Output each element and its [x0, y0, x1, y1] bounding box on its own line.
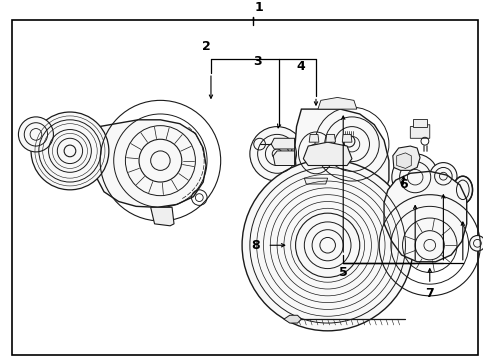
Polygon shape: [410, 125, 430, 138]
Text: 6: 6: [399, 178, 408, 191]
Circle shape: [430, 163, 457, 190]
Polygon shape: [92, 120, 206, 207]
Text: 3: 3: [253, 55, 262, 68]
Polygon shape: [393, 146, 420, 170]
Text: 8: 8: [251, 239, 260, 252]
Text: 7: 7: [425, 287, 434, 300]
Text: 5: 5: [339, 266, 347, 279]
Polygon shape: [294, 109, 389, 213]
Text: 2: 2: [202, 40, 211, 53]
Polygon shape: [413, 119, 427, 127]
Text: 4: 4: [296, 60, 305, 73]
Ellipse shape: [453, 176, 472, 203]
Polygon shape: [384, 171, 466, 262]
Polygon shape: [150, 207, 174, 226]
Text: 1: 1: [255, 1, 264, 14]
Circle shape: [392, 154, 439, 201]
Polygon shape: [397, 153, 411, 168]
Polygon shape: [326, 134, 336, 142]
Polygon shape: [273, 151, 294, 166]
Polygon shape: [304, 178, 328, 184]
Polygon shape: [309, 134, 319, 142]
Polygon shape: [303, 142, 352, 166]
Circle shape: [469, 235, 485, 251]
Polygon shape: [342, 134, 352, 142]
Circle shape: [250, 127, 304, 181]
Polygon shape: [318, 98, 357, 109]
Ellipse shape: [292, 125, 340, 181]
Circle shape: [242, 160, 413, 331]
Circle shape: [19, 117, 53, 152]
Polygon shape: [284, 315, 301, 323]
Polygon shape: [271, 138, 294, 149]
Circle shape: [31, 112, 109, 190]
